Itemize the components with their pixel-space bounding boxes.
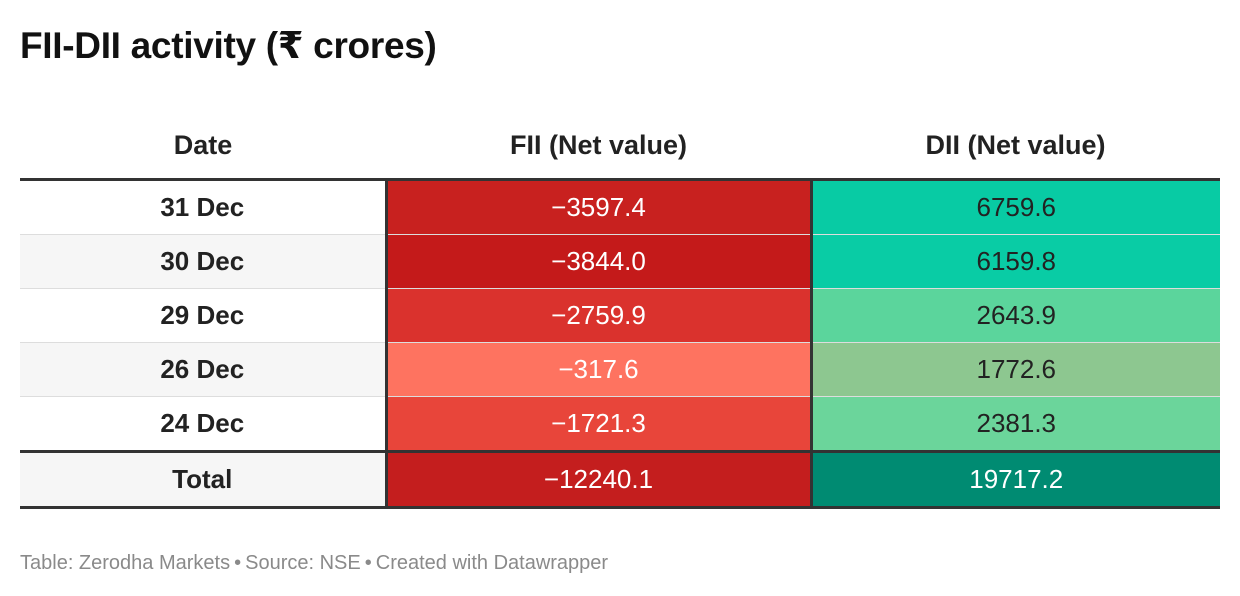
footer-separator: •	[234, 552, 242, 574]
table-credit: Table: Zerodha Markets	[20, 552, 231, 574]
row-fii-value: −317.6	[384, 342, 813, 397]
row-dii-value: 2381.3	[811, 396, 1220, 452]
table-row: 24 Dec −1721.3 2381.3	[20, 396, 1220, 452]
row-fii-value: −3844.0	[384, 234, 813, 289]
table-row: 29 Dec −2759.9 2643.9	[20, 288, 1220, 343]
column-header-dii: DII (Net value)	[811, 112, 1220, 181]
total-label: Total	[20, 450, 386, 509]
footer-separator: •	[364, 552, 372, 574]
row-dii-value: 6159.8	[811, 234, 1220, 289]
row-date: 29 Dec	[20, 288, 386, 343]
row-fii-value: −2759.9	[384, 288, 813, 343]
row-fii-value: −1721.3	[384, 396, 813, 452]
row-date: 26 Dec	[20, 342, 386, 397]
total-row: Total −12240.1 19717.2	[20, 450, 1220, 509]
table-row: 26 Dec −317.6 1772.6	[20, 342, 1220, 397]
row-date: 31 Dec	[20, 179, 386, 235]
source-credit: Source: NSE	[245, 552, 361, 574]
row-fii-value: −3597.4	[384, 179, 813, 235]
header-row: Date FII (Net value) DII (Net value)	[20, 112, 1220, 181]
total-fii-value: −12240.1	[384, 450, 813, 509]
row-dii-value: 6759.6	[811, 179, 1220, 235]
table-row: 30 Dec −3844.0 6159.8	[20, 234, 1220, 289]
chart-title: FII-DII activity (₹ crores)	[20, 25, 437, 66]
row-date: 30 Dec	[20, 234, 386, 289]
row-date: 24 Dec	[20, 396, 386, 452]
chart-footer: Table: Zerodha Markets • Source: NSE • Creat…	[20, 551, 608, 575]
datawrapper-credit: Created with Datawrapper	[375, 552, 609, 574]
total-dii-value: 19717.2	[811, 450, 1220, 509]
table-row: 31 Dec −3597.4 6759.6	[20, 179, 1220, 235]
row-dii-value: 1772.6	[811, 342, 1220, 397]
row-dii-value: 2643.9	[811, 288, 1220, 343]
column-header-fii: FII (Net value)	[386, 112, 811, 181]
column-header-date: Date	[20, 112, 386, 181]
data-table: Date FII (Net value) DII (Net value) 31 …	[20, 112, 1220, 509]
